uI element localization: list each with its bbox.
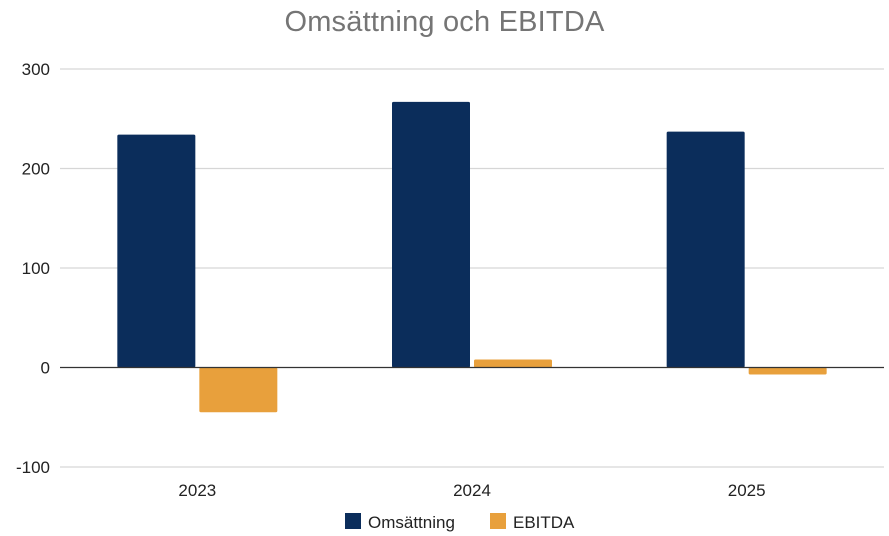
bar-ebitda-2023	[199, 367, 278, 413]
bar-omsattning-2024	[392, 101, 470, 368]
y-tick-label: 200	[22, 160, 50, 179]
legend-ebitda-swatch	[490, 513, 506, 529]
x-tick-label: 2023	[178, 481, 216, 500]
chart-title: Omsättning och EBITDA	[284, 6, 605, 38]
x-tick-label: 2024	[453, 481, 491, 500]
legend-omsattning-label: Omsättning	[368, 513, 455, 532]
bar-ebitda-2025	[748, 367, 827, 375]
legend-ebitda-label: EBITDA	[513, 513, 575, 532]
legend-omsattning-swatch	[345, 513, 361, 529]
x-tick-label: 2025	[728, 481, 766, 500]
bar-omsattning-2025	[666, 131, 745, 368]
bar-ebitda-2024	[474, 359, 552, 368]
y-tick-label: 300	[22, 60, 50, 79]
grid-lines	[60, 68, 884, 468]
bars	[117, 101, 827, 413]
bar-omsattning-2023	[117, 134, 196, 368]
y-tick-label: -100	[16, 458, 50, 477]
legend: Omsättning EBITDA	[345, 513, 575, 532]
y-tick-label: 0	[41, 359, 50, 378]
y-axis-ticks: -100 0 100 200 300	[16, 60, 50, 477]
x-axis-ticks: 2023 2024 2025	[178, 481, 765, 500]
y-tick-label: 100	[22, 259, 50, 278]
